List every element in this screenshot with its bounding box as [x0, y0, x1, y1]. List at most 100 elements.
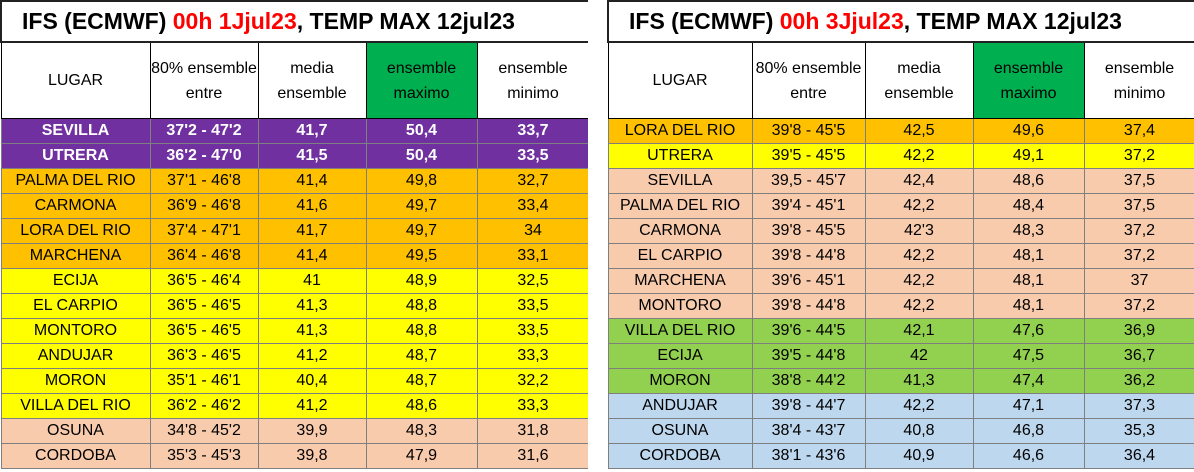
cell-lugar: SEVILLA	[607, 168, 753, 194]
cell-media: 41,6	[257, 193, 367, 219]
cell-maximo: 48,1	[972, 293, 1085, 319]
table-row: PALMA DEL RIO 39'4 - 45'1 42,2 48,4 37,5	[607, 193, 1194, 219]
cell-lugar: PALMA DEL RIO	[607, 193, 753, 219]
cell-ensemble-range: 39'5 - 44'8	[751, 343, 866, 369]
cell-ensemble-range: 39'8 - 44'8	[751, 293, 866, 319]
table-row: VILLA DEL RIO 36'2 - 46'2 41,2 48,6 33,3	[0, 393, 590, 419]
cell-ensemble-range: 39'6 - 45'1	[751, 268, 866, 294]
cell-lugar: CARMONA	[607, 218, 753, 244]
cell-ensemble-range: 39,5 - 45'7	[751, 168, 866, 194]
table-row: LORA DEL RIO 37'4 - 47'1 41,7 49,7 34	[0, 218, 590, 244]
cell-minimo: 33,4	[476, 193, 590, 219]
table-row: MARCHENA 36'4 - 46'8 41,4 49,5 33,1	[0, 243, 590, 269]
cell-maximo: 49,5	[365, 243, 478, 269]
cell-ensemble-range: 36'2 - 46'2	[149, 393, 259, 419]
cell-maximo: 48,3	[365, 418, 478, 444]
cell-media: 41,5	[257, 143, 367, 169]
table-row: ECIJA 39'5 - 44'8 42 47,5 36,7	[607, 343, 1194, 369]
cell-media: 39,8	[257, 443, 367, 469]
cell-minimo: 36,4	[1083, 443, 1194, 469]
cell-media: 41,4	[257, 243, 367, 269]
table-row: SEVILLA 39,5 - 45'7 42,4 48,6 37,5	[607, 168, 1194, 194]
cell-lugar: CORDOBA	[0, 443, 151, 469]
header-media: media ensemble	[864, 41, 974, 119]
cell-minimo: 33,5	[476, 293, 590, 319]
table-row: MARCHENA 39'6 - 45'1 42,2 48,1 37	[607, 268, 1194, 294]
cell-media: 42,2	[864, 293, 974, 319]
cell-ensemble-range: 36'2 - 47'0	[149, 143, 259, 169]
cell-maximo: 48,6	[972, 168, 1085, 194]
cell-media: 41	[257, 268, 367, 294]
cell-lugar: ECIJA	[0, 268, 151, 294]
cell-ensemble-range: 39'8 - 44'8	[751, 243, 866, 269]
cell-lugar: SEVILLA	[0, 118, 151, 144]
cell-lugar: MONTORO	[607, 293, 753, 319]
cell-ensemble-range: 36'4 - 46'8	[149, 243, 259, 269]
cell-ensemble-range: 39'4 - 45'1	[751, 193, 866, 219]
cell-lugar: MORON	[607, 368, 753, 394]
header-minimo: ensemble minimo	[476, 41, 590, 119]
header-media: media ensemble	[257, 41, 367, 119]
header-lugar: LUGAR	[0, 41, 151, 119]
cell-maximo: 47,6	[972, 318, 1085, 344]
cell-maximo: 48,6	[365, 393, 478, 419]
table-row: VILLA DEL RIO 39'6 - 44'5 42,1 47,6 36,9	[607, 318, 1194, 344]
table-row: EL CARPIO 39'8 - 44'8 42,2 48,1 37,2	[607, 243, 1194, 269]
cell-ensemble-range: 36'9 - 46'8	[149, 193, 259, 219]
table-row: EL CARPIO 36'5 - 46'5 41,3 48,8 33,5	[0, 293, 590, 319]
cell-lugar: PALMA DEL RIO	[0, 168, 151, 194]
table-row: CARMONA 39'8 - 45'5 42'3 48,3 37,2	[607, 218, 1194, 244]
cell-ensemble-range: 36'5 - 46'4	[149, 268, 259, 294]
right-title-suffix: , TEMP MAX 12jul23	[903, 8, 1122, 34]
left-forecast-table: IFS (ECMWF) 00h 1Jjul23, TEMP MAX 12jul2…	[0, 0, 590, 469]
cell-minimo: 33,7	[476, 118, 590, 144]
cell-media: 42,2	[864, 143, 974, 169]
cell-maximo: 46,6	[972, 443, 1085, 469]
cell-minimo: 31,6	[476, 443, 590, 469]
cell-ensemble-range: 34'8 - 45'2	[149, 418, 259, 444]
cell-maximo: 46,8	[972, 418, 1085, 444]
cell-media: 41,2	[257, 393, 367, 419]
cell-ensemble-range: 36'5 - 46'5	[149, 293, 259, 319]
cell-maximo: 50,4	[365, 118, 478, 144]
cell-media: 41,3	[257, 318, 367, 344]
cell-minimo: 32,7	[476, 168, 590, 194]
table-row: OSUNA 34'8 - 45'2 39,9 48,3 31,8	[0, 418, 590, 444]
cell-lugar: ECIJA	[607, 343, 753, 369]
cell-maximo: 50,4	[365, 143, 478, 169]
cell-lugar: LORA DEL RIO	[0, 218, 151, 244]
cell-media: 42,5	[864, 118, 974, 144]
cell-ensemble-range: 35'3 - 45'3	[149, 443, 259, 469]
cell-maximo: 47,5	[972, 343, 1085, 369]
cell-media: 41,7	[257, 218, 367, 244]
cell-lugar: EL CARPIO	[607, 243, 753, 269]
cell-lugar: OSUNA	[607, 418, 753, 444]
cell-ensemble-range: 36'3 - 46'5	[149, 343, 259, 369]
cell-maximo: 48,9	[365, 268, 478, 294]
cell-lugar: ANDUJAR	[0, 343, 151, 369]
cell-maximo: 47,1	[972, 393, 1085, 419]
cell-minimo: 36,7	[1083, 343, 1194, 369]
cell-lugar: OSUNA	[0, 418, 151, 444]
cell-ensemble-range: 37'4 - 47'1	[149, 218, 259, 244]
cell-maximo: 48,8	[365, 318, 478, 344]
cell-minimo: 37,3	[1083, 393, 1194, 419]
table-row: MONTORO 36'5 - 46'5 41,3 48,8 33,5	[0, 318, 590, 344]
left-title-suffix: , TEMP MAX 12jul23	[296, 8, 515, 34]
cell-lugar: MORON	[0, 368, 151, 394]
left-table-title: IFS (ECMWF) 00h 1Jjul23, TEMP MAX 12jul2…	[0, 0, 590, 43]
cell-ensemble-range: 37'2 - 47'2	[149, 118, 259, 144]
cell-maximo: 47,9	[365, 443, 478, 469]
cell-ensemble-range: 38'1 - 43'6	[751, 443, 866, 469]
cell-media: 42,2	[864, 393, 974, 419]
left-title-run: 00h 1Jjul23	[172, 8, 297, 34]
cell-minimo: 37,5	[1083, 168, 1194, 194]
cell-maximo: 49,8	[365, 168, 478, 194]
right-forecast-panel: IFS (ECMWF) 00h 3Jjul23, TEMP MAX 12jul2…	[607, 0, 1194, 469]
cell-lugar: VILLA DEL RIO	[0, 393, 151, 419]
cell-lugar: MARCHENA	[607, 268, 753, 294]
cell-media: 42	[864, 343, 974, 369]
cell-minimo: 36,9	[1083, 318, 1194, 344]
table-row: ANDUJAR 39'8 - 44'7 42,2 47,1 37,3	[607, 393, 1194, 419]
panel-separator	[588, 0, 607, 472]
